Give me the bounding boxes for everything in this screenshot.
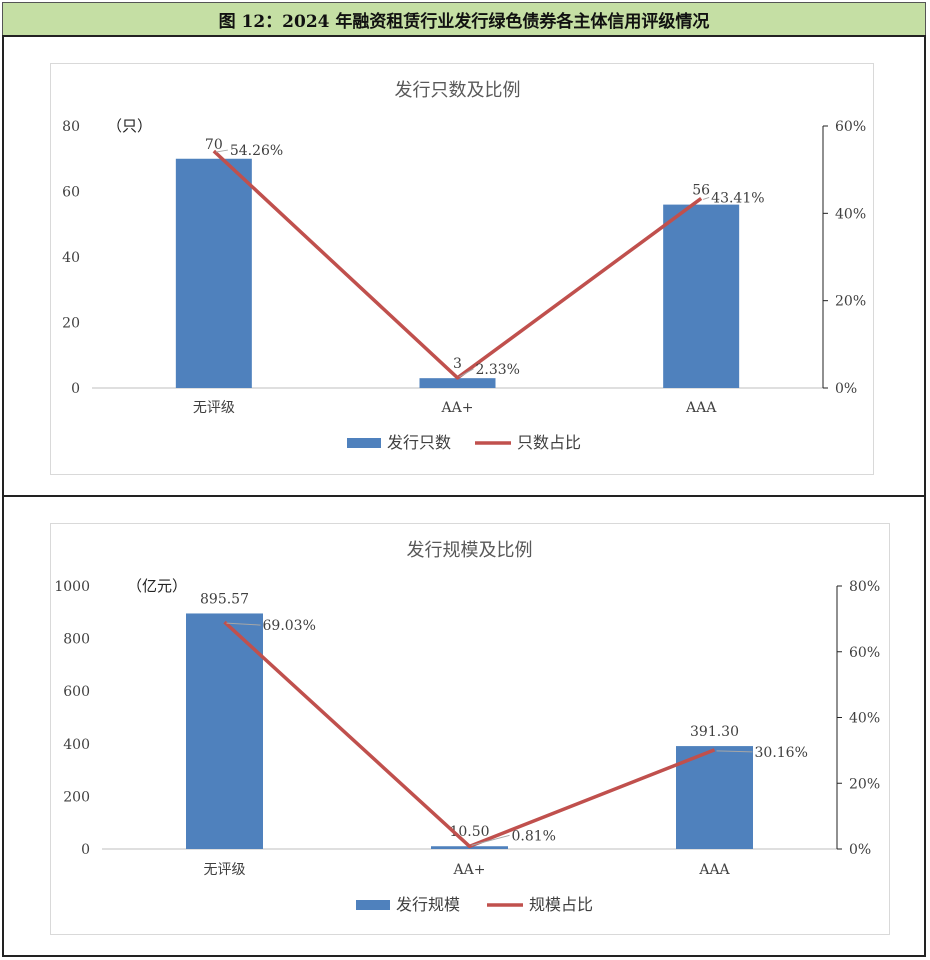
bar-value-label: 56 (692, 183, 710, 199)
y-axis-unit-label: （亿元） (127, 577, 187, 595)
y-tick-label: 0 (71, 381, 80, 397)
legend-bar-swatch (356, 900, 390, 910)
leader-line (703, 196, 710, 200)
y-tick-label: 40 (62, 250, 80, 266)
bar-value-label: 70 (205, 137, 223, 153)
line-value-label: 54.26% (230, 143, 283, 159)
ratio-line (212, 149, 703, 380)
bar-AAA (676, 746, 753, 849)
chart-area-scale: 发行规模及比例 （亿元） 0 200 400 600 800 1000 0% 20% 40% 60% 8… (50, 523, 890, 935)
bar-无评级 (186, 613, 263, 849)
line-value-label: 2.33% (476, 362, 520, 378)
leader-line (226, 622, 261, 626)
legend-bar-label: 发行规模 (396, 895, 460, 914)
leader-line (471, 834, 510, 846)
y-tick-label: 80 (62, 119, 80, 135)
chart-panel-count: 发行只数及比例 （只） 0 20 40 60 80 0% 20% 40% 60% 70 无评级 3 AA+ 5… (2, 35, 926, 497)
y2-tick-label: 20% (849, 776, 880, 792)
y-tick-label: 1000 (54, 579, 90, 595)
chart-count-svg: 发行只数及比例 （只） 0 20 40 60 80 0% 20% 40% 60% 70 无评级 3 AA+ 5… (62, 80, 866, 452)
bar-AAA (663, 204, 740, 388)
line-value-label: 30.16% (755, 745, 808, 761)
y-tick-label: 0 (81, 842, 90, 858)
chart-panel-scale: 发行规模及比例 （亿元） 0 200 400 600 800 1000 0% 20% 40% 60% 8… (2, 495, 926, 957)
legend-line-label: 只数占比 (517, 433, 581, 452)
chart-title: 发行只数及比例 (395, 80, 521, 101)
legend-bar-swatch (347, 438, 381, 448)
line-value-label: 43.41% (711, 190, 764, 206)
line-value-label: 69.03% (263, 618, 316, 634)
ratio-line (223, 620, 716, 849)
y2-tick-label: 0% (835, 381, 857, 397)
legend-line-label: 规模占比 (529, 895, 593, 914)
y2-tick-label: 0% (849, 842, 871, 858)
bar-无评级 (175, 158, 252, 388)
y-tick-label: 400 (63, 737, 90, 753)
x-tick-label: AA+ (453, 862, 486, 878)
y2-tick-label: 40% (835, 206, 866, 222)
y-axis-unit-label: （只） (107, 117, 152, 135)
y2-tick-label: 80% (849, 579, 880, 595)
x-tick-label: AA+ (441, 400, 474, 416)
figure-title: 图 12：2024 年融资租赁行业发行绿色债券各主体信用评级情况 (2, 2, 926, 36)
y-tick-label: 60 (62, 185, 80, 201)
leader-line (459, 368, 474, 378)
chart-scale-svg: 发行规模及比例 （亿元） 0 200 400 600 800 1000 0% 20% 40% 60% 8… (54, 540, 880, 914)
y2-tick-label: 60% (849, 645, 880, 661)
chart-area-count: 发行只数及比例 （只） 0 20 40 60 80 0% 20% 40% 60% 70 无评级 3 AA+ 5… (50, 63, 874, 475)
legend-bar-label: 发行只数 (387, 433, 451, 452)
x-tick-label: AAA (698, 862, 730, 878)
leader-line (716, 750, 753, 753)
y-tick-label: 200 (63, 789, 90, 805)
y2-tick-label: 60% (835, 119, 866, 135)
leader-line (215, 149, 228, 153)
bar-value-label: 895.57 (200, 591, 249, 607)
x-tick-label: AAA (685, 400, 717, 416)
y2-tick-label: 40% (849, 711, 880, 727)
bar-value-label: 391.30 (690, 724, 739, 740)
x-tick-label: 无评级 (193, 400, 235, 416)
y-tick-label: 800 (63, 632, 90, 648)
x-tick-label: 无评级 (204, 862, 246, 878)
y-tick-label: 600 (63, 684, 90, 700)
y-tick-label: 20 (62, 316, 80, 332)
line-value-label: 0.81% (512, 828, 556, 844)
y2-tick-label: 20% (835, 294, 866, 310)
bar-value-label: 3 (453, 356, 462, 372)
bar-AA+ (419, 378, 496, 388)
chart-title: 发行规模及比例 (407, 540, 533, 561)
